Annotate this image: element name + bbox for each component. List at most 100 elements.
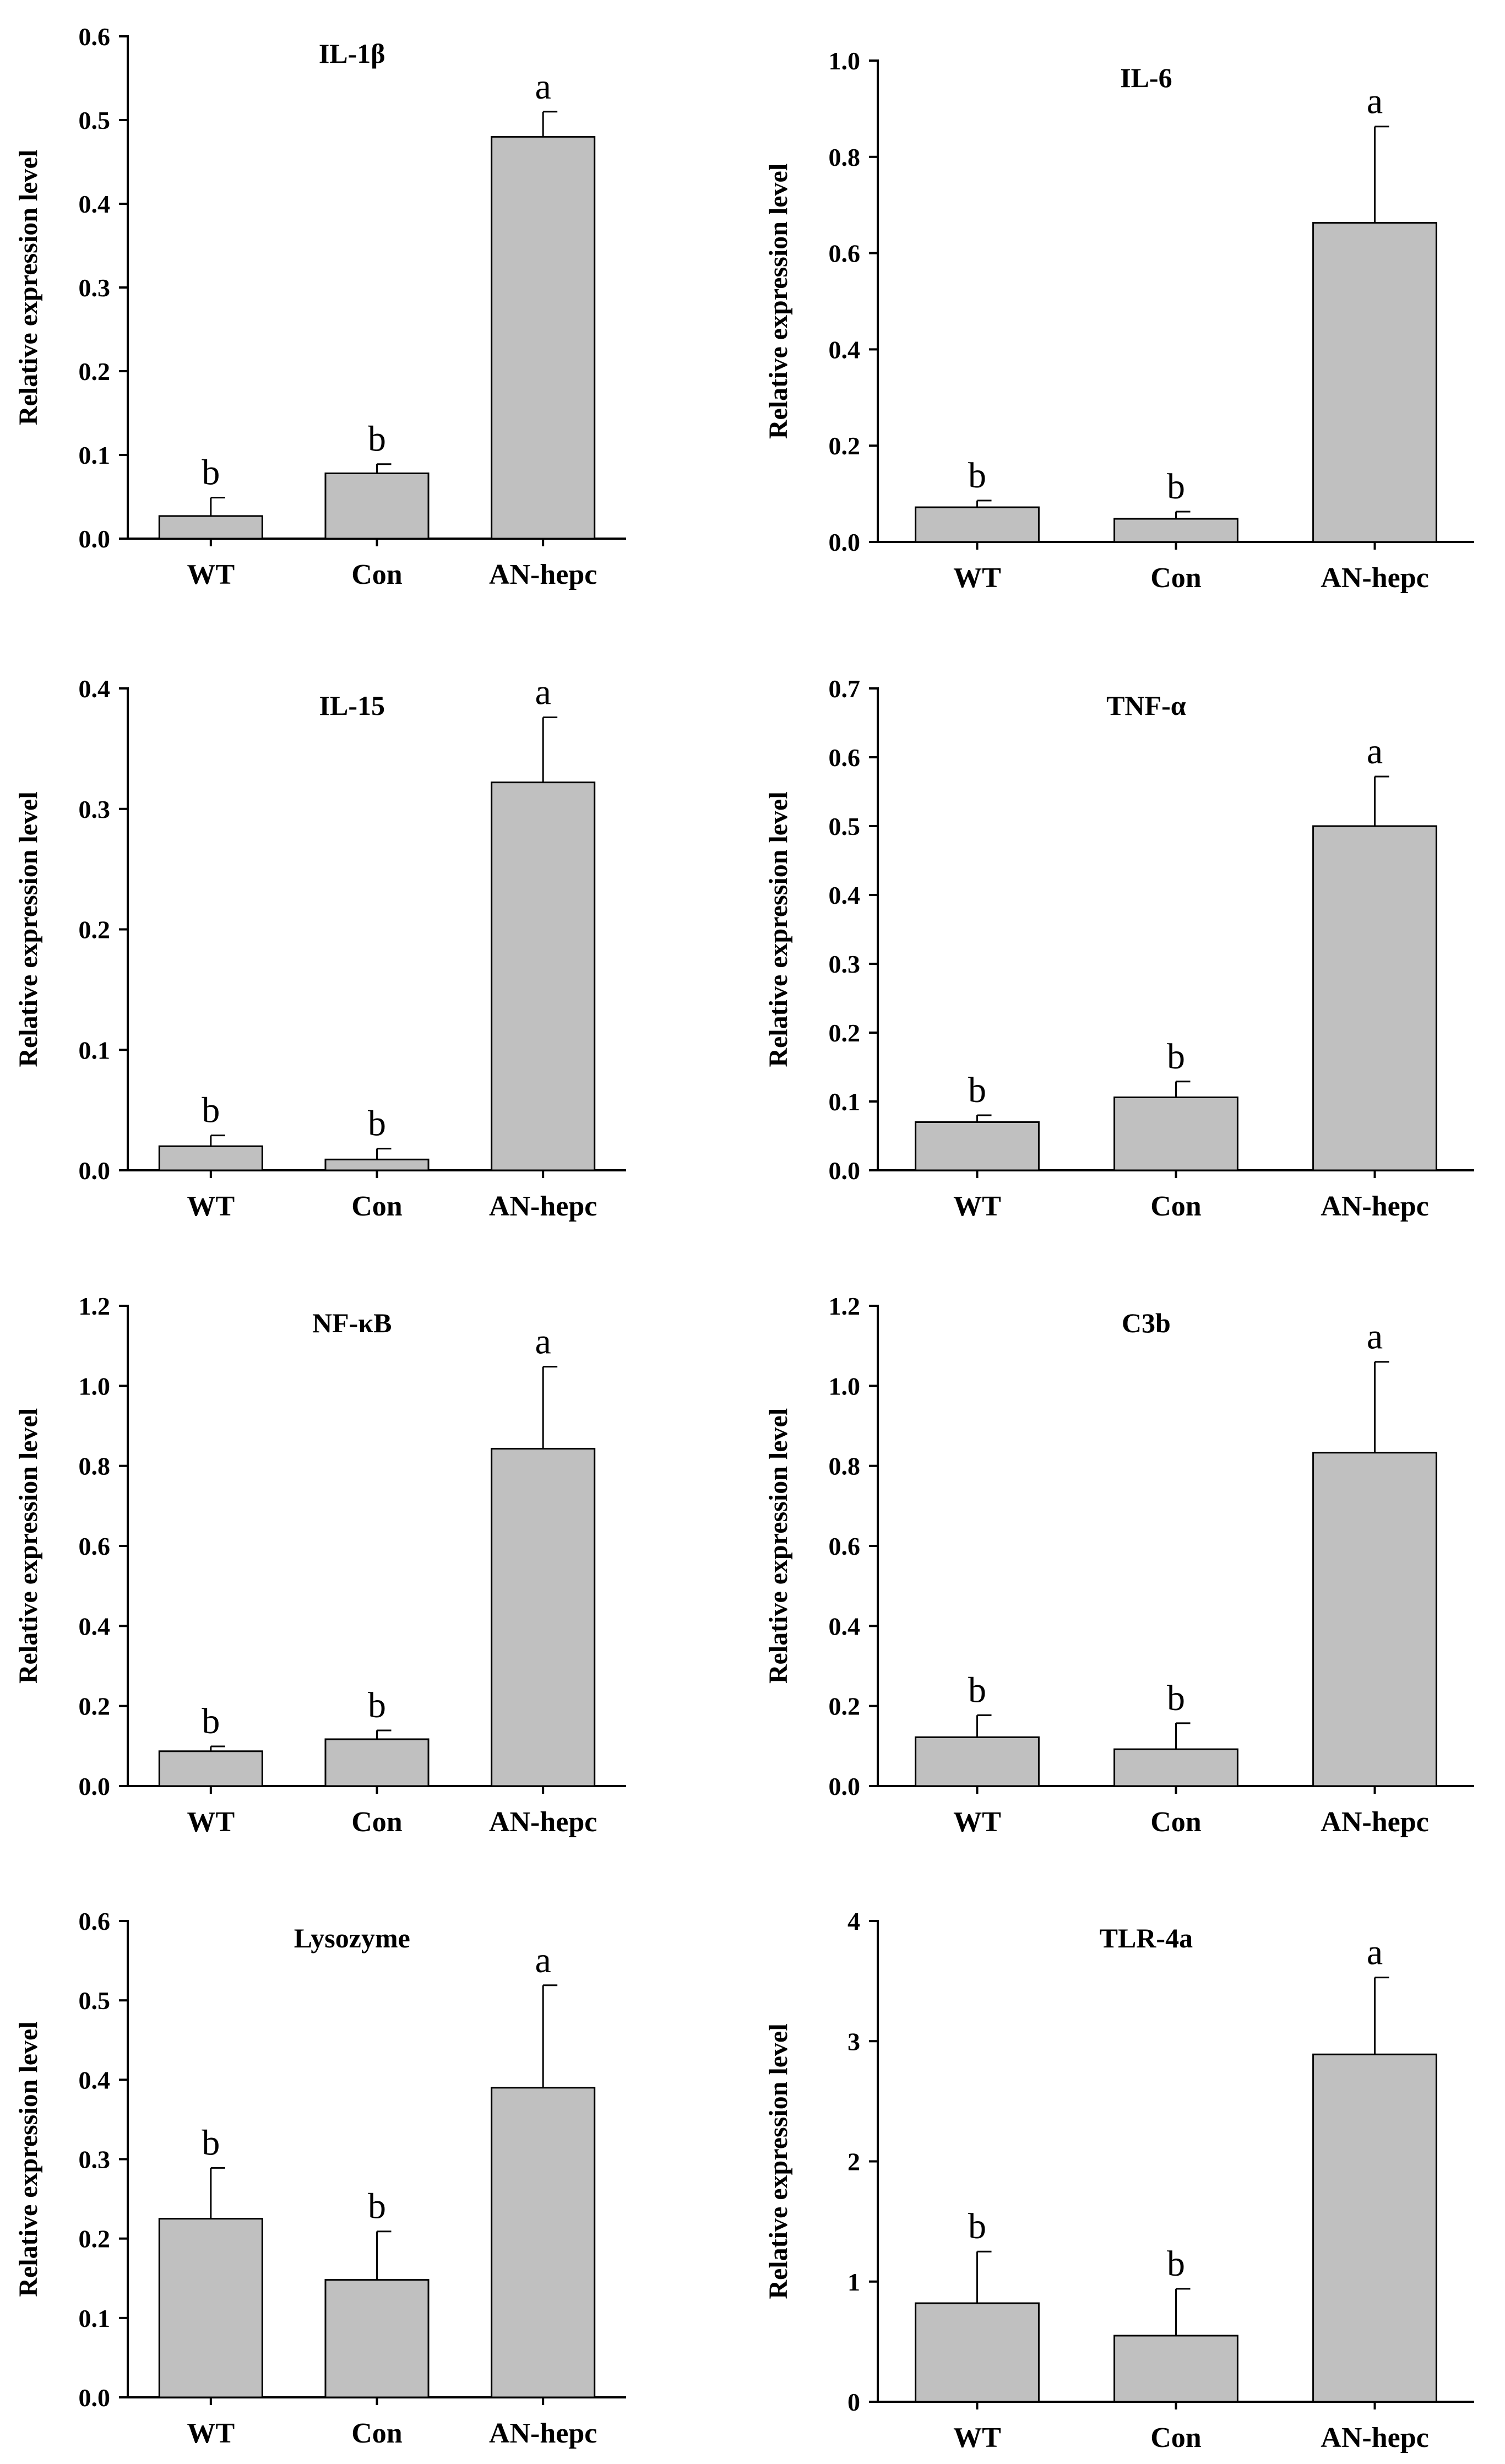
y-tick-label: 0.4 (79, 2066, 111, 2094)
y-tick-label: 0.0 (829, 1772, 861, 1800)
y-tick-label: 0.6 (79, 23, 111, 51)
y-tick-label: 0.5 (829, 812, 861, 840)
significance-letter: b (1167, 1678, 1185, 1718)
significance-letter: a (1367, 731, 1383, 772)
x-tick-label: WT (187, 1191, 235, 1222)
significance-letter: b (202, 1090, 220, 1131)
y-tick-label: 1.0 (829, 47, 861, 75)
x-tick-label: Con (1150, 562, 1202, 594)
bar (1312, 222, 1437, 543)
significance-letter: a (1367, 82, 1383, 122)
y-tick-label: 0.2 (79, 2225, 111, 2253)
chart-panel: 0.0 0.2 0.4 0.6 0.8 1.0 b WT b Con a AN-hepc IL-6 Rel… (764, 47, 1474, 594)
y-tick-label: 0.4 (79, 675, 111, 703)
significance-letter: a (535, 672, 551, 713)
significance-letter: b (202, 1701, 220, 1741)
significance-letter: a (1367, 1933, 1383, 1973)
y-tick-label: 0.7 (829, 675, 861, 703)
significance-letter: b (968, 2206, 986, 2246)
bar (491, 781, 596, 1171)
bar (158, 1145, 263, 1171)
significance-letter: b (368, 419, 386, 459)
bar (491, 1447, 596, 1787)
significance-letter: b (968, 455, 986, 496)
significance-letter: b (968, 1670, 986, 1710)
y-axis-label: Relative expression level (14, 791, 43, 1067)
x-tick-label: WT (953, 562, 1001, 594)
y-tick-label: 0.3 (79, 274, 111, 302)
y-tick-label: 0.6 (829, 240, 861, 268)
bar (324, 2279, 430, 2398)
x-tick-label: AN-hepc (1321, 1191, 1428, 1222)
bar (158, 2218, 263, 2398)
x-tick-label: AN-hepc (1321, 562, 1428, 594)
y-tick-label: 0.1 (79, 1036, 111, 1064)
chart-panel: 0.0 0.1 0.2 0.3 0.4 0.5 0.6 b WT b Con a AN-hepc IL-1… (14, 23, 626, 590)
x-tick-label: Con (351, 2418, 403, 2449)
significance-letter: a (535, 1321, 551, 1361)
y-axis-label: Relative expression level (14, 150, 43, 425)
x-tick-label: AN-hepc (489, 2418, 597, 2449)
y-tick-label: 0.3 (829, 950, 861, 978)
y-tick-label: 4 (847, 1907, 860, 1935)
y-tick-label: 0.4 (829, 881, 861, 909)
significance-letter: b (968, 1070, 986, 1110)
x-tick-label: WT (953, 1806, 1001, 1838)
bar (1312, 825, 1437, 1171)
chart-title: C3b (1122, 1307, 1171, 1338)
significance-letter: a (535, 1940, 551, 1980)
y-axis-label: Relative expression level (14, 2021, 43, 2297)
y-tick-label: 0.0 (829, 1157, 861, 1185)
y-tick-label: 0.4 (79, 1612, 111, 1640)
bar (491, 2087, 596, 2398)
y-tick-label: 0.6 (79, 1532, 111, 1560)
chart-title: IL-6 (1120, 62, 1172, 93)
y-tick-label: 0.1 (829, 1088, 861, 1116)
chart-panel: 0.0 0.1 0.2 0.3 0.4 0.5 0.6 b WT b Con a AN-hepc Lyso… (14, 1907, 626, 2449)
x-tick-label: Con (351, 1191, 403, 1222)
y-tick-label: 0.2 (79, 1692, 111, 1721)
y-axis-label: Relative expression level (14, 1408, 43, 1684)
bar (1113, 1097, 1238, 1171)
significance-letter: b (1167, 466, 1185, 507)
y-axis-label: Relative expression level (764, 1408, 793, 1684)
chart-title: Lysozyme (294, 1923, 410, 1953)
y-tick-label: 0.0 (79, 1157, 111, 1185)
x-tick-label: AN-hepc (1321, 1806, 1428, 1838)
bar (915, 506, 1040, 543)
x-tick-label: Con (1150, 1806, 1202, 1838)
y-tick-label: 0.3 (79, 795, 111, 823)
y-tick-label: 0.2 (829, 1019, 861, 1047)
significance-letter: b (1167, 1036, 1185, 1077)
significance-letter: a (1367, 1317, 1383, 1357)
significance-letter: b (368, 1104, 386, 1144)
y-axis-label: Relative expression level (764, 164, 793, 439)
chart-panel: 0 1 2 3 4 b WT b Con a AN-hepc TLR-4a Relative expre… (764, 1907, 1474, 2454)
chart-title: TLR-4a (1100, 1923, 1193, 1953)
y-tick-label: 0.5 (79, 106, 111, 134)
x-tick-label: Con (351, 1806, 403, 1838)
bar (324, 1738, 430, 1787)
bar (324, 472, 430, 540)
y-tick-label: 0.8 (829, 1452, 861, 1480)
x-tick-label: WT (187, 559, 235, 590)
x-tick-label: AN-hepc (489, 1806, 597, 1838)
y-tick-label: 1.0 (829, 1372, 861, 1400)
x-tick-label: Con (1150, 2422, 1202, 2454)
bar (158, 515, 263, 540)
y-tick-label: 0.8 (79, 1452, 111, 1480)
y-tick-label: 0.0 (79, 525, 111, 553)
y-tick-label: 0.4 (829, 335, 861, 363)
y-tick-label: 1.2 (79, 1292, 111, 1320)
y-axis-label: Relative expression level (764, 791, 793, 1067)
x-tick-label: Con (351, 559, 403, 590)
chart-panel: 0.0 0.2 0.4 0.6 0.8 1.0 1.2 b WT b Con a AN-hepc NF-κ… (14, 1292, 626, 1838)
x-tick-label: Con (1150, 1191, 1202, 1222)
significance-letter: b (368, 2186, 386, 2227)
y-tick-label: 2 (847, 2148, 860, 2176)
significance-letter: b (202, 2123, 220, 2163)
chart-panel: 0.0 0.2 0.4 0.6 0.8 1.0 1.2 b WT b Con a AN-hepc C3b R… (764, 1292, 1474, 1838)
x-tick-label: WT (953, 2422, 1001, 2454)
significance-letter: b (1167, 2244, 1185, 2284)
bar (1312, 2053, 1437, 2403)
